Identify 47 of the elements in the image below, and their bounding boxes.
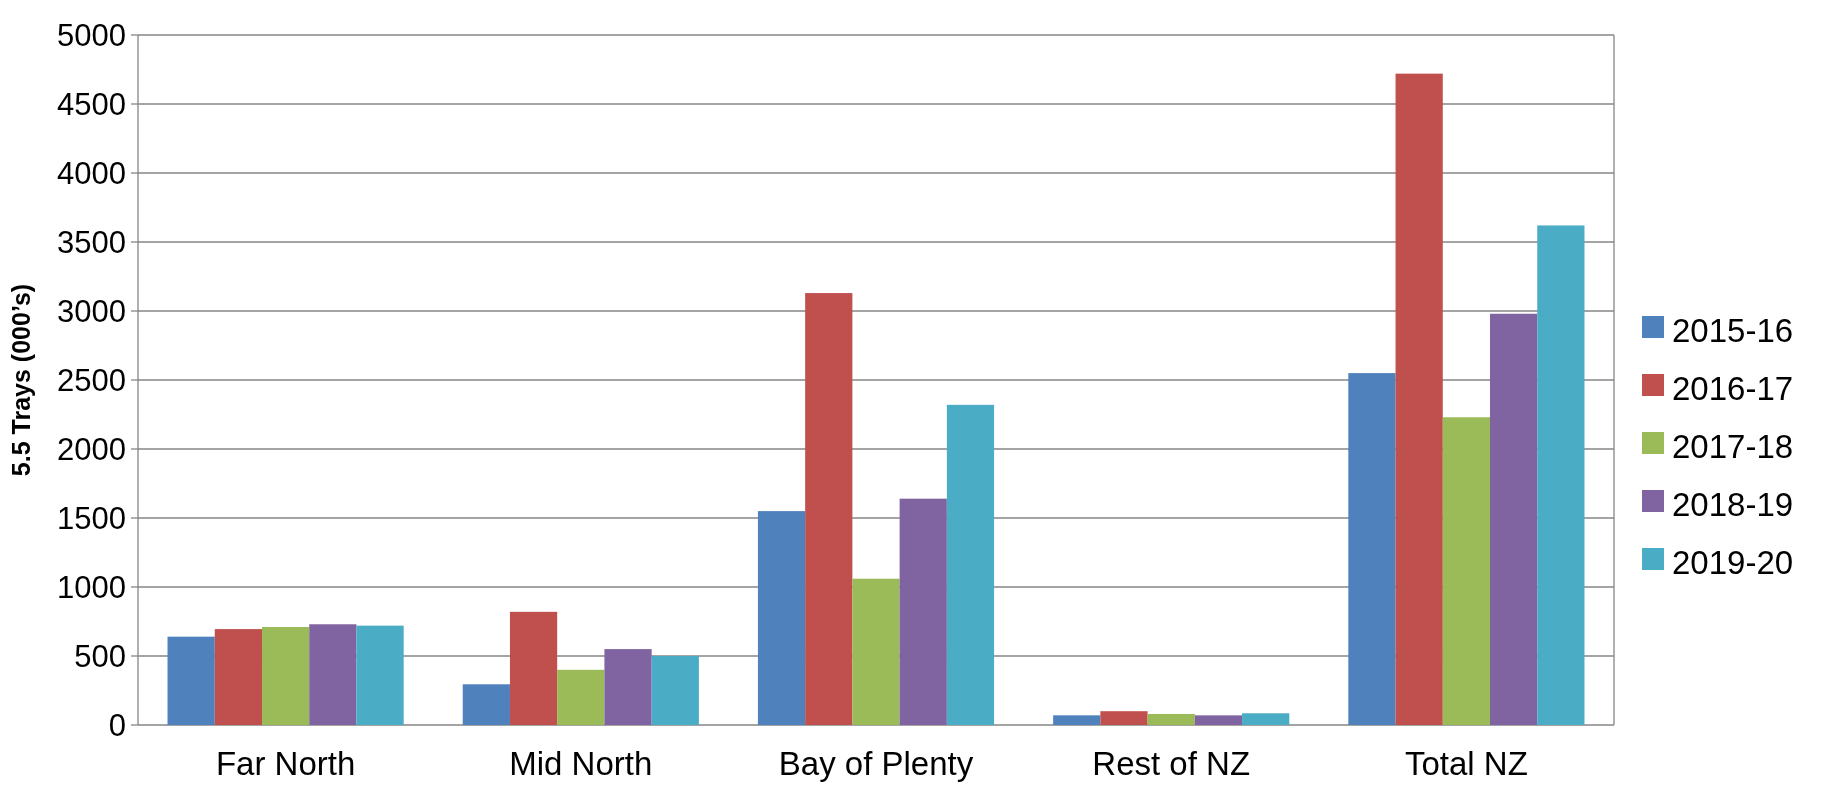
bar: [167, 636, 215, 725]
x-tick-label: Mid North: [509, 745, 653, 782]
y-tick-label: 5000: [57, 17, 126, 53]
bar: [852, 578, 900, 725]
bar: [1348, 373, 1396, 725]
legend-label: 2017-18: [1672, 427, 1794, 465]
y-tick-label: 1000: [57, 569, 126, 605]
legend-label: 2019-20: [1672, 543, 1794, 581]
bar: [1100, 711, 1148, 725]
bar: [1442, 417, 1491, 725]
y-tick-label: 3500: [57, 224, 126, 260]
bar: [1490, 313, 1538, 725]
bar: [651, 656, 699, 725]
y-tick-label: 3000: [57, 293, 126, 329]
bar: [1053, 715, 1101, 725]
y-tick-label: 1500: [57, 500, 126, 536]
bar: [557, 669, 605, 725]
bar: [946, 404, 995, 725]
bar: [1242, 713, 1290, 725]
y-tick-label: 500: [74, 638, 126, 674]
x-tick-label: Bay of Plenty: [778, 745, 974, 782]
y-tick-label: 4500: [57, 86, 126, 122]
y-tick-label: 2000: [57, 431, 126, 467]
bar: [757, 511, 806, 725]
legend-label: 2015-16: [1672, 311, 1794, 349]
bar: [214, 629, 262, 725]
x-tick-label: Far North: [215, 745, 356, 782]
bar: [1537, 225, 1585, 725]
legend-label: 2016-17: [1672, 369, 1794, 407]
bar: [604, 649, 652, 725]
bar: [309, 624, 357, 725]
bar: [1194, 715, 1243, 725]
x-tick-label: Total NZ: [1404, 745, 1528, 782]
bar: [261, 627, 310, 725]
y-tick-label: 2500: [57, 362, 126, 398]
y-tick-label: 4000: [57, 155, 126, 191]
x-tick-label: Rest of NZ: [1092, 745, 1251, 782]
bar: [805, 293, 853, 725]
bar: [899, 498, 947, 725]
bar: [1395, 73, 1443, 725]
y-axis-title: 5.5 Trays (000’s): [7, 283, 35, 477]
legend-label: 2018-19: [1672, 485, 1794, 523]
bar: [462, 684, 510, 725]
bar: [1147, 713, 1195, 725]
bar: [509, 611, 558, 725]
bar: [356, 625, 404, 725]
y-tick-label: 0: [108, 707, 126, 743]
